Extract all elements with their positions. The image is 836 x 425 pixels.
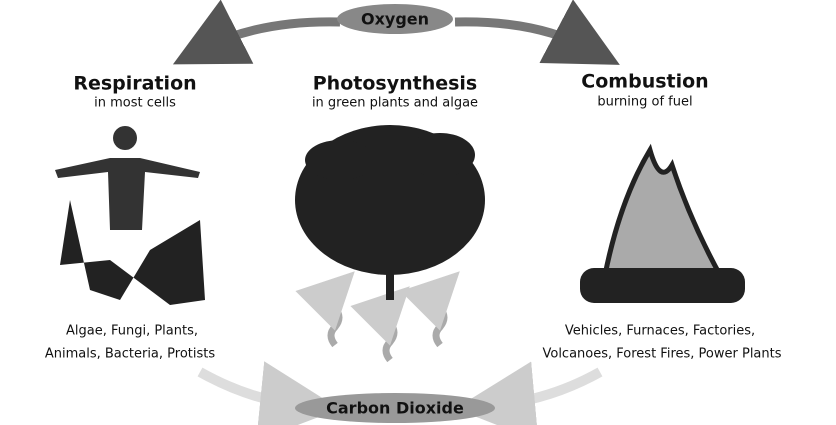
fire-figure	[580, 150, 745, 303]
example-text: Animals, Bacteria, Protists	[45, 347, 216, 362]
process-title: Combustion	[581, 71, 708, 93]
carbon-dioxide-label: Carbon Dioxide	[326, 399, 464, 418]
process-title: Respiration	[73, 73, 196, 95]
process-subtitle: in green plants and algae	[312, 96, 478, 111]
co2-pill: Carbon Dioxide	[295, 393, 495, 423]
respiration-figure	[55, 126, 205, 305]
oxygen-label: Oxygen	[361, 10, 429, 29]
diagram: Oxygen Carbon Dioxide Respiration in mos…	[0, 0, 836, 425]
process-subtitle: in most cells	[94, 96, 176, 111]
example-text: Volcanoes, Forest Fires, Power Plants	[542, 347, 781, 362]
example-text: Vehicles, Furnaces, Factories,	[565, 324, 755, 339]
process-subtitle: burning of fuel	[597, 95, 692, 110]
example-text: Algae, Fungi, Plants,	[66, 324, 198, 339]
oxygen-pill: Oxygen	[337, 4, 453, 34]
process-title: Photosynthesis	[313, 73, 478, 95]
plant-figure	[295, 125, 485, 300]
